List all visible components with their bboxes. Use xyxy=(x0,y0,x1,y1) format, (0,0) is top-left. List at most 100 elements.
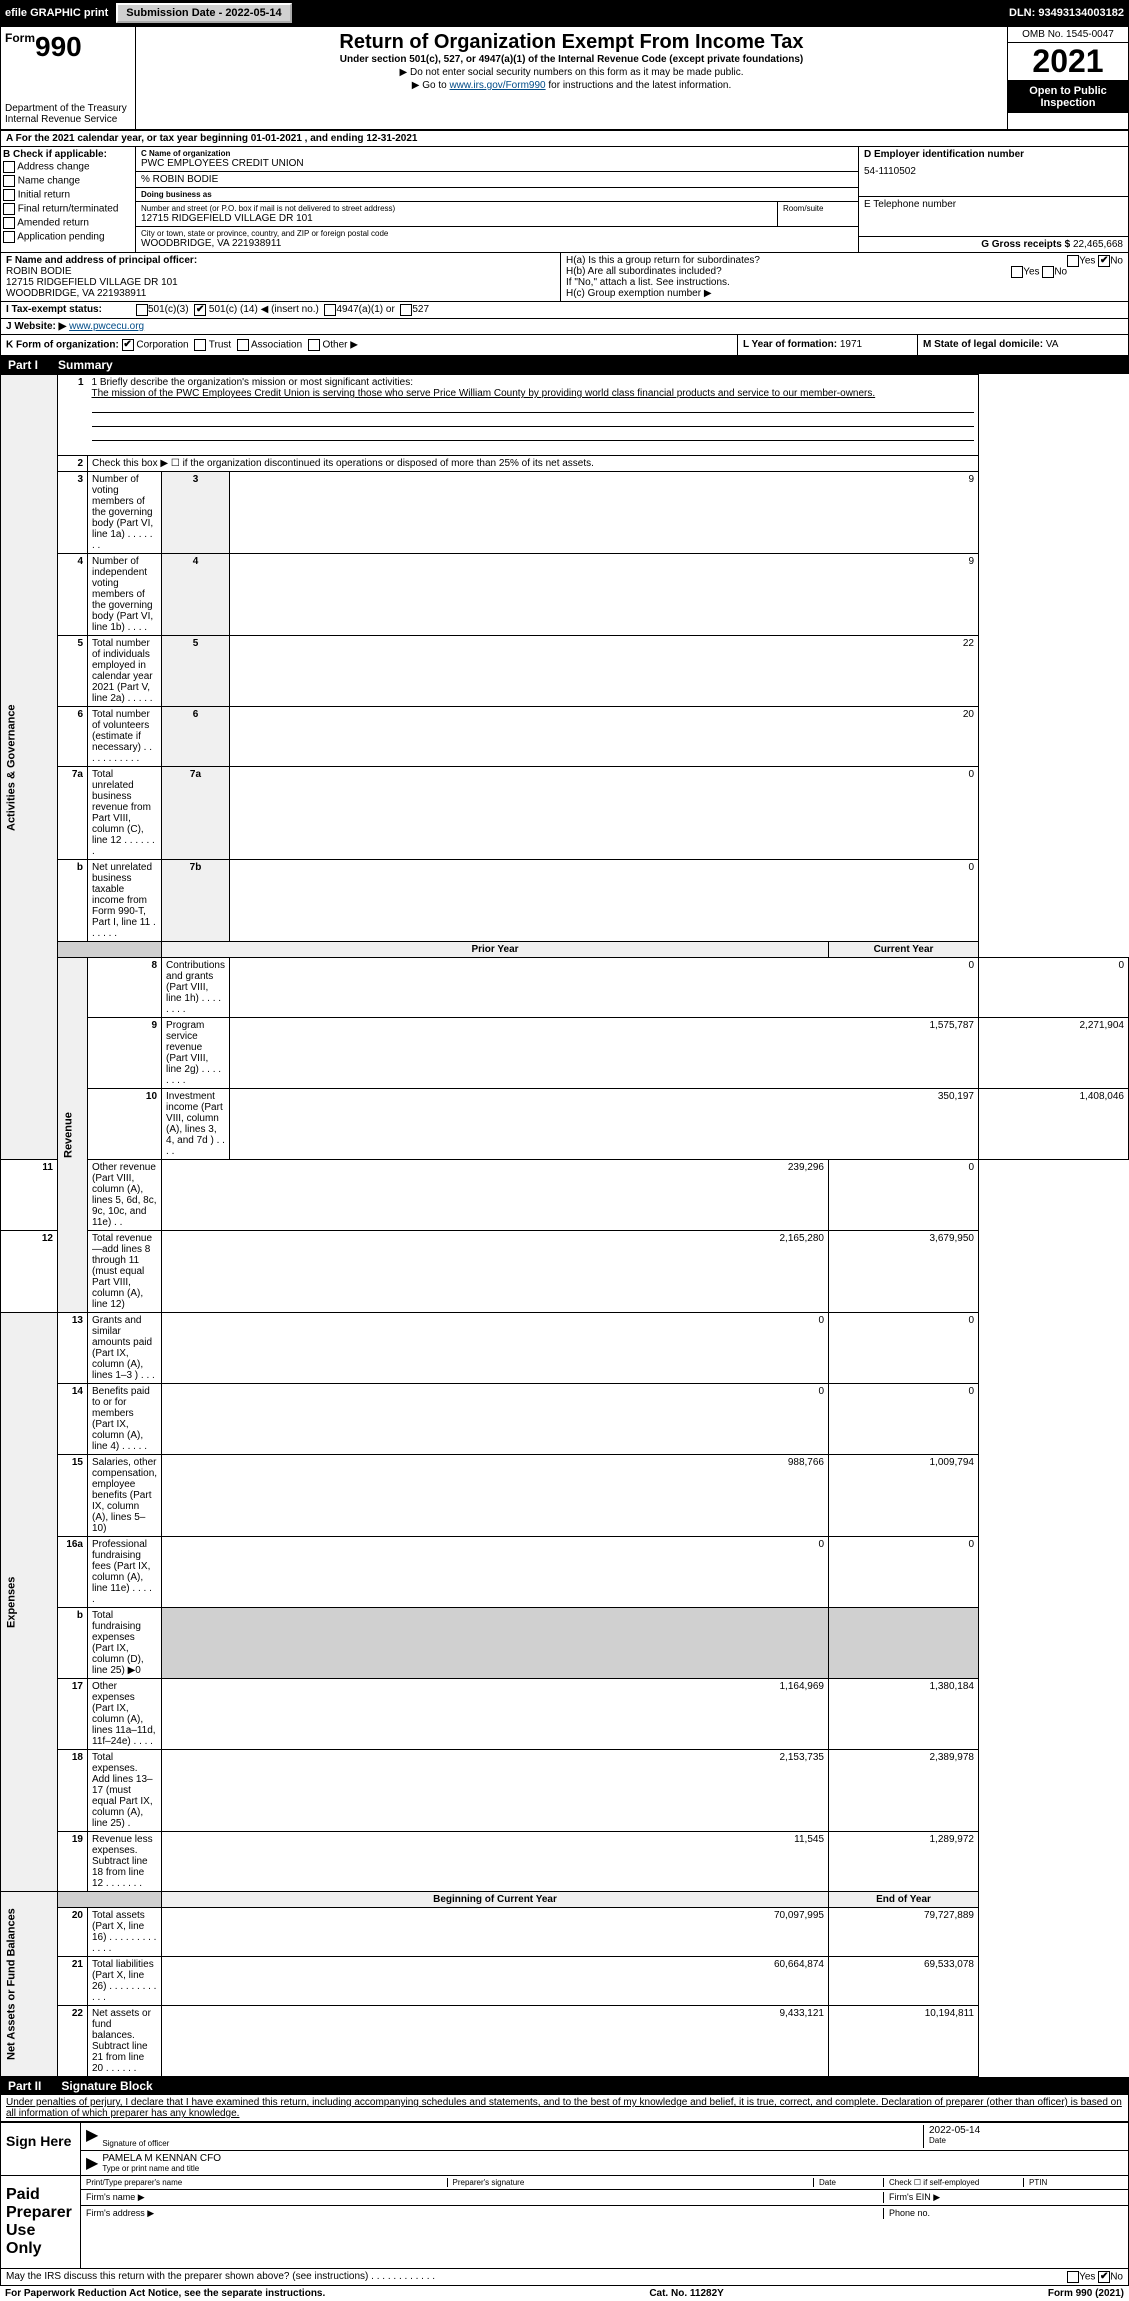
side-revenue: Revenue xyxy=(58,958,88,1313)
footer-center: Cat. No. 11282Y xyxy=(649,2288,723,2299)
line-4: 4 Number of independent voting members o… xyxy=(1,554,1129,636)
dba-label: Doing business as xyxy=(141,190,853,199)
omb-number: OMB No. 1545-0047 xyxy=(1008,27,1128,43)
top-bar: efile GRAPHIC print Submission Date - 20… xyxy=(0,0,1129,26)
may-irs-text: May the IRS discuss this return with the… xyxy=(6,2271,1067,2283)
firm-addr-label: Firm's address ▶ xyxy=(86,2208,883,2219)
chk-trust[interactable] xyxy=(194,339,206,351)
tax-status-label: I Tax-exempt status: xyxy=(6,304,136,316)
side-activities: Activities & Governance xyxy=(1,375,58,1160)
type-name-label: Type or print name and title xyxy=(102,2164,1123,2173)
line-15: 15Salaries, other compensation, employee… xyxy=(1,1455,1129,1537)
city-label: City or town, state or province, country… xyxy=(141,229,853,238)
chk-initial-return[interactable]: Initial return xyxy=(3,188,133,202)
ein-value: 54-1110502 xyxy=(864,166,1123,177)
city-value: WOODBRIDGE, VA 221938911 xyxy=(141,238,853,249)
form-subtitle: Under section 501(c), 527, or 4947(a)(1)… xyxy=(140,54,1003,65)
line-12: 12Total revenue—add lines 8 through 11 (… xyxy=(1,1231,1129,1313)
hc-label: H(c) Group exemption number ▶ xyxy=(566,288,1123,299)
self-employed-label: Check ☐ if self-employed xyxy=(883,2178,1023,2187)
arrow-icon: ▶ xyxy=(86,2153,98,2173)
note-ssn: ▶ Do not enter social security numbers o… xyxy=(140,67,1003,78)
box-f-h: F Name and address of principal officer:… xyxy=(0,253,1129,302)
penalty-text: Under penalties of perjury, I declare th… xyxy=(0,2095,1129,2122)
chk-address-change[interactable]: Address change xyxy=(3,160,133,174)
line-16a: 16aProfessional fundraising fees (Part I… xyxy=(1,1537,1129,1608)
box-b-header: B Check if applicable: xyxy=(3,149,107,160)
part-1-header: Part I Summary xyxy=(0,356,1129,374)
note-goto: ▶ Go to www.irs.gov/Form990 for instruct… xyxy=(140,80,1003,91)
officer-name: ROBIN BODIE xyxy=(6,266,72,277)
prep-date-label: Date xyxy=(813,2178,883,2187)
signature-block: Sign Here ▶ Signature of officer 2022-05… xyxy=(0,2122,1129,2176)
chk-other[interactable] xyxy=(308,339,320,351)
org-name-label: C Name of organization xyxy=(141,149,853,158)
box-f: F Name and address of principal officer:… xyxy=(1,253,561,301)
submission-date-button[interactable]: Submission Date - 2022-05-14 xyxy=(116,3,291,23)
chk-final-return[interactable]: Final return/terminated xyxy=(3,202,133,216)
summary-table: Activities & Governance 1 1 Briefly desc… xyxy=(0,374,1129,2077)
firm-name-label: Firm's name ▶ xyxy=(86,2192,883,2203)
part-2-header: Part II Signature Block xyxy=(0,2077,1129,2095)
arrow-icon: ▶ xyxy=(86,2125,98,2148)
paid-preparer-label: Paid Preparer Use Only xyxy=(1,2176,81,2268)
ein-label: D Employer identification number xyxy=(864,149,1024,160)
may-irs-row: May the IRS discuss this return with the… xyxy=(0,2269,1129,2286)
firm-ein-label: Firm's EIN ▶ xyxy=(883,2192,1123,2203)
chk-527[interactable] xyxy=(400,304,412,316)
form-990-logo: Form990 xyxy=(5,31,131,63)
gross-label: G Gross receipts $ xyxy=(981,239,1070,250)
chk-amended[interactable]: Amended return xyxy=(3,216,133,230)
care-of: % ROBIN BODIE xyxy=(141,174,853,185)
ptin-label: PTIN xyxy=(1023,2178,1123,2187)
state-domicile: M State of legal domicile: VA xyxy=(918,335,1128,355)
line-11: 11Other revenue (Part VIII, column (A), … xyxy=(1,1160,1129,1231)
dln-label: DLN: 93493134003182 xyxy=(1009,7,1124,19)
sig-date-value: 2022-05-14 xyxy=(929,2125,1123,2136)
form-title: Return of Organization Exempt From Incom… xyxy=(140,31,1003,54)
header-center: Return of Organization Exempt From Incom… xyxy=(136,27,1008,129)
chk-501c[interactable]: ✔ xyxy=(194,304,206,316)
website-label: J Website: ▶ xyxy=(6,321,66,332)
line-6: 6 Total number of volunteers (estimate i… xyxy=(1,707,1129,767)
chk-assoc[interactable] xyxy=(237,339,249,351)
chk-irs-no[interactable]: ✔ xyxy=(1098,2271,1110,2283)
website-link[interactable]: www.pwcecu.org xyxy=(69,321,144,332)
chk-application-pending[interactable]: Application pending xyxy=(3,230,133,244)
chk-4947[interactable] xyxy=(324,304,336,316)
org-name: PWC EMPLOYEES CREDIT UNION xyxy=(141,158,853,169)
irs-link[interactable]: www.irs.gov/Form990 xyxy=(449,80,545,91)
officer-label: F Name and address of principal officer: xyxy=(6,255,197,266)
open-public-badge: Open to Public Inspection xyxy=(1008,81,1128,113)
box-d-e-g: D Employer identification number 54-1110… xyxy=(858,147,1128,252)
501c-number: 14 xyxy=(243,304,254,316)
row-a: A For the 2021 calendar year, or tax yea… xyxy=(0,131,1129,147)
box-b: B Check if applicable: Address change Na… xyxy=(1,147,136,252)
street-label: Number and street (or P.O. box if mail i… xyxy=(141,204,772,213)
chk-corp[interactable]: ✔ xyxy=(122,339,134,351)
box-c: C Name of organization PWC EMPLOYEES CRE… xyxy=(136,147,858,252)
header-right: OMB No. 1545-0047 2021 Open to Public In… xyxy=(1008,27,1128,129)
footer-right: Form 990 (2021) xyxy=(1048,2288,1124,2299)
form-header: Form990 Department of the Treasury Inter… xyxy=(0,26,1129,131)
chk-name-change[interactable]: Name change xyxy=(3,174,133,188)
street-value: 12715 RIDGEFIELD VILLAGE DR 101 xyxy=(141,213,772,224)
mission-text: The mission of the PWC Employees Credit … xyxy=(92,388,876,399)
preparer-block: Paid Preparer Use Only Print/Type prepar… xyxy=(0,2176,1129,2269)
phone-label: Phone no. xyxy=(883,2208,1123,2219)
line-21: 21Total liabilities (Part X, line 26) . … xyxy=(1,1957,1129,2006)
sig-date-label: Date xyxy=(929,2136,1123,2145)
row-a-text: A For the 2021 calendar year, or tax yea… xyxy=(6,133,417,144)
col-header-row: Prior Year Current Year xyxy=(1,942,1129,958)
form-of-org: K Form of organization: ✔ Corporation Tr… xyxy=(1,335,738,355)
h-a-row: H(a) Is this a group return for subordin… xyxy=(566,255,1123,266)
line-9: 9Program service revenue (Part VIII, lin… xyxy=(1,1018,1129,1089)
chk-irs-yes[interactable] xyxy=(1067,2271,1079,2283)
chk-501c3[interactable] xyxy=(136,304,148,316)
line-10: 10Investment income (Part VIII, column (… xyxy=(1,1089,1129,1160)
tax-year: 2021 xyxy=(1008,43,1128,81)
line-14: 14Benefits paid to or for members (Part … xyxy=(1,1384,1129,1455)
efile-label: efile GRAPHIC print xyxy=(5,7,108,19)
mission-label: 1 Briefly describe the organization's mi… xyxy=(92,377,414,388)
dept-label: Department of the Treasury xyxy=(5,103,131,114)
